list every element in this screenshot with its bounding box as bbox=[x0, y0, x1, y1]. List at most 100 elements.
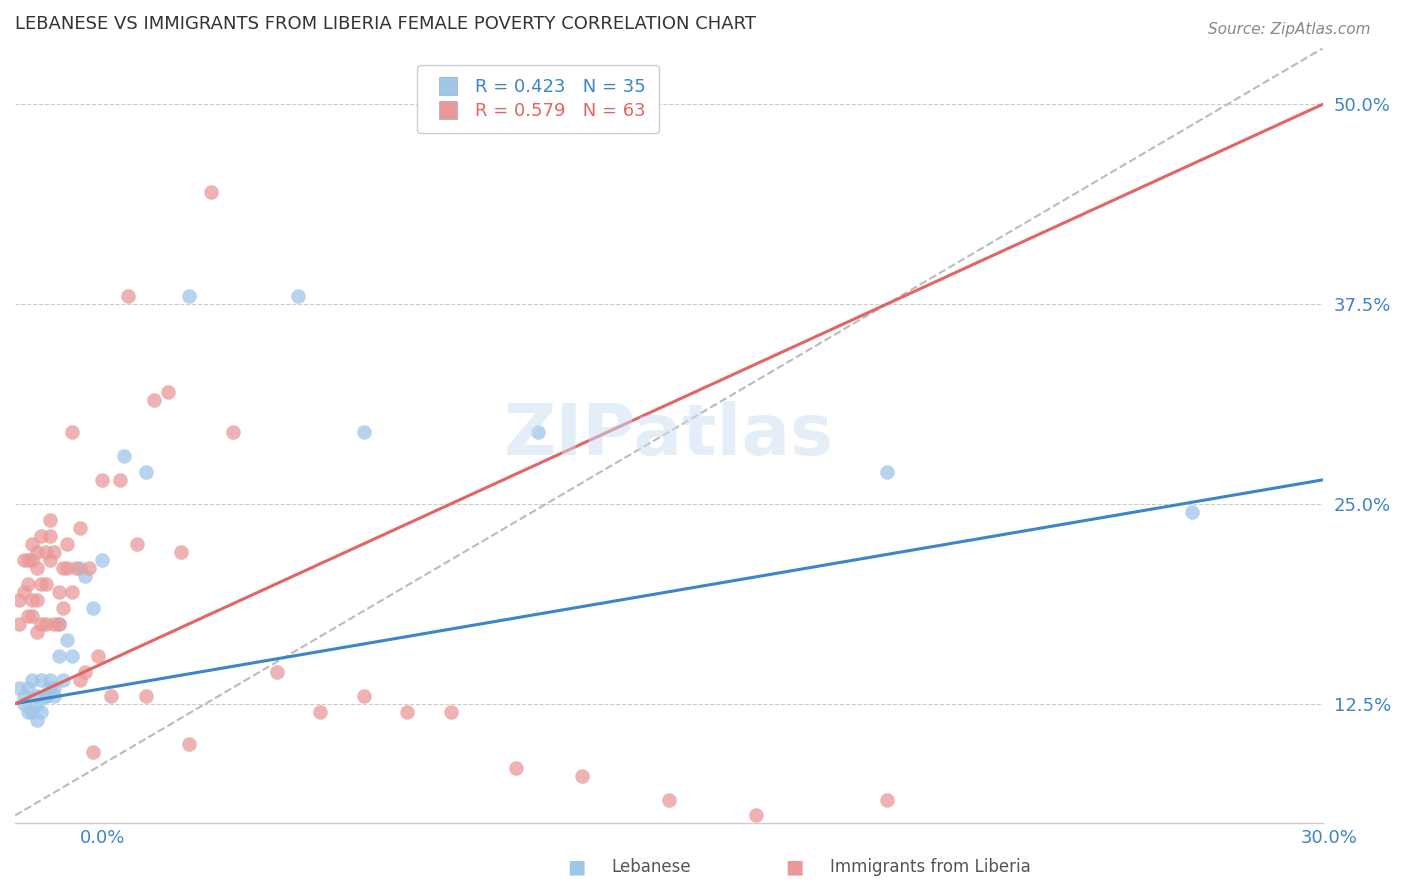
Point bbox=[100, 689, 122, 703]
Point bbox=[117, 289, 139, 303]
Point bbox=[156, 384, 179, 399]
Point bbox=[8, 592, 31, 607]
Point bbox=[135, 465, 157, 479]
Point bbox=[169, 545, 191, 559]
Point bbox=[179, 289, 201, 303]
Text: ZIPatlas: ZIPatlas bbox=[503, 401, 834, 470]
Point bbox=[69, 673, 91, 687]
Point bbox=[87, 648, 110, 663]
Point bbox=[38, 553, 60, 567]
Legend: R = 0.423   N = 35, R = 0.579   N = 63: R = 0.423 N = 35, R = 0.579 N = 63 bbox=[418, 65, 658, 133]
Point bbox=[30, 673, 52, 687]
Point bbox=[48, 648, 70, 663]
Point bbox=[44, 689, 66, 703]
Point bbox=[25, 545, 48, 559]
Point bbox=[21, 608, 44, 623]
Point bbox=[266, 665, 288, 679]
Point bbox=[143, 392, 166, 407]
Point bbox=[44, 681, 66, 695]
Point bbox=[17, 705, 39, 719]
Point bbox=[25, 697, 48, 711]
Point bbox=[8, 681, 31, 695]
Point bbox=[876, 792, 898, 806]
Point bbox=[112, 449, 135, 463]
Point bbox=[25, 624, 48, 639]
Point bbox=[876, 465, 898, 479]
Point bbox=[21, 537, 44, 551]
Point bbox=[73, 665, 96, 679]
Point bbox=[30, 529, 52, 543]
Point bbox=[48, 584, 70, 599]
Point bbox=[353, 689, 375, 703]
Point bbox=[25, 561, 48, 575]
Point bbox=[21, 705, 44, 719]
Point bbox=[52, 600, 75, 615]
Point bbox=[30, 616, 52, 631]
Point bbox=[21, 553, 44, 567]
Point bbox=[125, 537, 148, 551]
Point bbox=[91, 473, 114, 487]
Point bbox=[13, 689, 35, 703]
Text: 30.0%: 30.0% bbox=[1301, 829, 1357, 847]
Point bbox=[34, 576, 56, 591]
Point bbox=[8, 616, 31, 631]
Point bbox=[21, 673, 44, 687]
Point bbox=[17, 553, 39, 567]
Text: Lebanese: Lebanese bbox=[612, 858, 692, 876]
Point bbox=[38, 513, 60, 527]
Point bbox=[108, 473, 131, 487]
Point bbox=[745, 808, 768, 822]
Point bbox=[25, 713, 48, 727]
Point bbox=[13, 584, 35, 599]
Point bbox=[56, 632, 79, 647]
Point bbox=[52, 561, 75, 575]
Point bbox=[73, 569, 96, 583]
Point bbox=[44, 616, 66, 631]
Point bbox=[34, 616, 56, 631]
Point bbox=[1181, 505, 1204, 519]
Point bbox=[44, 545, 66, 559]
Point bbox=[25, 592, 48, 607]
Point bbox=[48, 616, 70, 631]
Text: Immigrants from Liberia: Immigrants from Liberia bbox=[830, 858, 1031, 876]
Point bbox=[658, 792, 681, 806]
Point bbox=[440, 705, 463, 719]
Point bbox=[222, 425, 245, 439]
Point bbox=[13, 697, 35, 711]
Point bbox=[34, 689, 56, 703]
Point bbox=[77, 561, 100, 575]
Text: ■: ■ bbox=[785, 857, 804, 877]
Point bbox=[287, 289, 309, 303]
Point bbox=[82, 600, 104, 615]
Point bbox=[91, 553, 114, 567]
Point bbox=[396, 705, 419, 719]
Point bbox=[60, 648, 83, 663]
Point bbox=[30, 705, 52, 719]
Point bbox=[52, 673, 75, 687]
Point bbox=[56, 561, 79, 575]
Point bbox=[353, 425, 375, 439]
Point bbox=[13, 553, 35, 567]
Point bbox=[17, 608, 39, 623]
Text: 0.0%: 0.0% bbox=[80, 829, 125, 847]
Point bbox=[30, 576, 52, 591]
Point bbox=[25, 689, 48, 703]
Point bbox=[65, 561, 87, 575]
Point bbox=[309, 705, 332, 719]
Text: ■: ■ bbox=[567, 857, 586, 877]
Point bbox=[135, 689, 157, 703]
Point bbox=[505, 760, 527, 774]
Point bbox=[69, 521, 91, 535]
Point bbox=[48, 616, 70, 631]
Point bbox=[200, 186, 222, 200]
Point bbox=[56, 537, 79, 551]
Point bbox=[60, 425, 83, 439]
Point bbox=[179, 737, 201, 751]
Point bbox=[38, 681, 60, 695]
Point bbox=[17, 576, 39, 591]
Text: Source: ZipAtlas.com: Source: ZipAtlas.com bbox=[1208, 22, 1371, 37]
Point bbox=[21, 592, 44, 607]
Text: LEBANESE VS IMMIGRANTS FROM LIBERIA FEMALE POVERTY CORRELATION CHART: LEBANESE VS IMMIGRANTS FROM LIBERIA FEMA… bbox=[15, 15, 756, 33]
Point bbox=[60, 584, 83, 599]
Point bbox=[38, 673, 60, 687]
